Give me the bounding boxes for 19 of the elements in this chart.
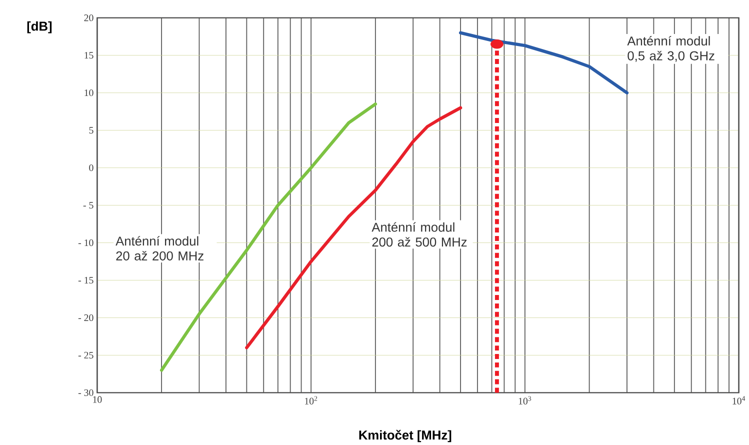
y-axis-title: [dB] [27,21,52,34]
y-tick-label: 20 [84,14,94,21]
x-tick-label: 10$^{2}$ [305,396,318,404]
y-tick-label: - 25 [78,352,94,358]
series-label: Anténní modul 0,5 až 3,0 GHz [627,36,714,62]
y-tick-label: 0 [89,164,94,171]
series-label: Anténní modul 200 až 500 MHz [372,222,467,246]
x-axis-title: Kmitočet [MHz] [359,430,452,442]
y-tick-label: 10 [84,89,94,96]
text: Anténní modul 20 až 200 MHz [116,236,204,260]
y-tick-label: 15 [84,52,94,58]
y-tick-label: - 15 [78,276,94,284]
y-tick-label: - 30 [78,389,94,396]
y-tick-label: - 10 [78,239,94,246]
y-tick-label: 5 [89,126,94,134]
x-tick-label: 10$^{3}$ [518,396,532,404]
y-tick-label: - 20 [78,314,94,321]
x-tick-label: 10$^{4}$ [732,396,746,404]
y-tick-label: - 5 [83,202,94,208]
